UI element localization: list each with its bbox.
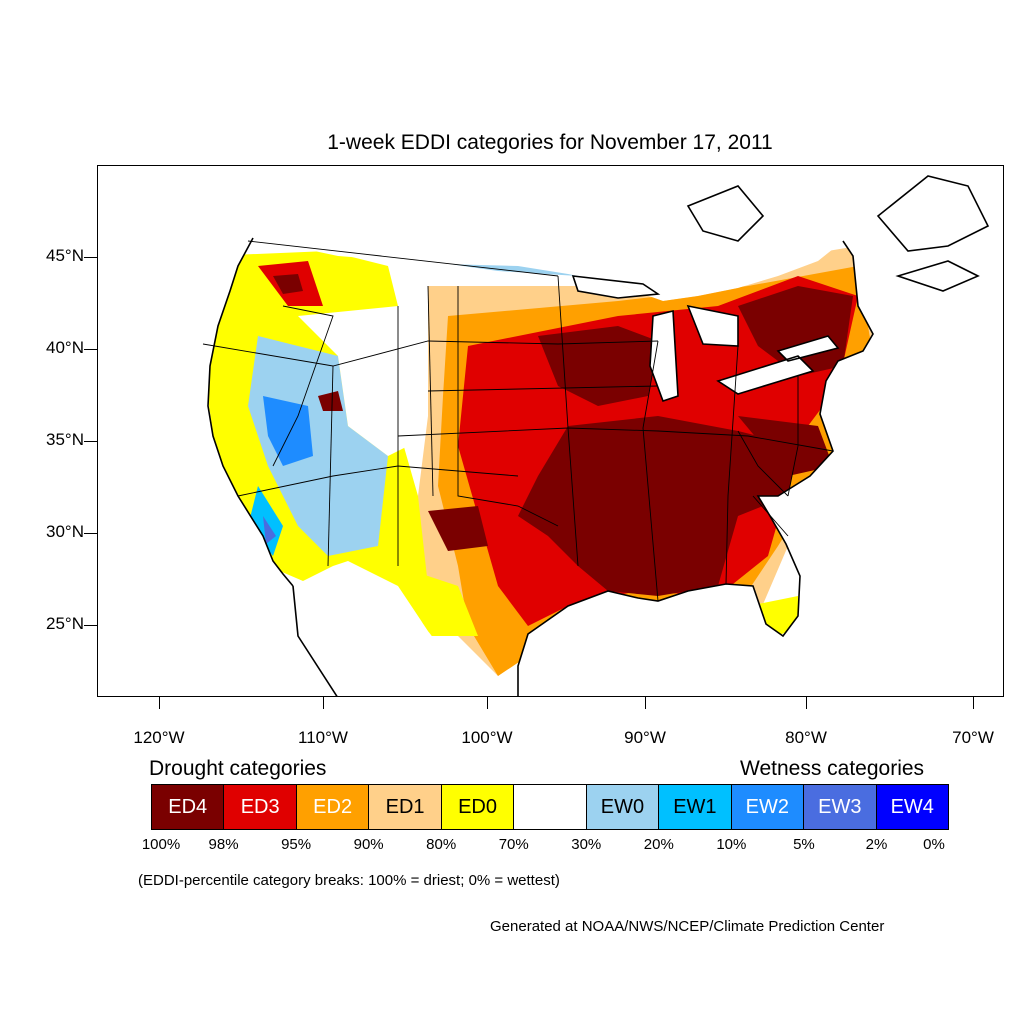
lat-label-40: 40°N [46,338,84,357]
mexico-land [273,561,482,696]
category-note: (EDDI-percentile category breaks: 100% =… [138,872,560,889]
percentile-break: 2% [865,836,888,853]
lat-tick-30 [84,533,97,534]
map-canvas [202,175,990,696]
legend-box-ed2: ED2 [296,785,370,829]
percentile-break: 0% [923,836,945,853]
lon-tick-100 [487,697,488,709]
legend-box-neutral [514,785,587,829]
lon-label-70: 70°W [952,728,994,747]
percentile-break: 5% [793,836,815,853]
lat-label-30: 30°N [46,522,84,541]
lat-tick-35 [84,441,97,442]
percentile-break: 90% [353,836,384,853]
category-legend: ED4 ED3 ED2 ED1 ED0 EW0 EW1 EW2 EW3 EW4 [151,784,949,830]
percentile-break: 30% [571,836,602,853]
lon-label-100: 100°W [461,728,513,747]
percentile-break: 98% [208,836,239,853]
legend-box-ew4: EW4 [876,785,948,829]
eddi-map [97,165,1004,697]
percentile-break: 80% [426,836,457,853]
lat-label-35: 35°N [46,430,84,449]
lon-label-120: 120°W [133,728,185,747]
percentile-break: 95% [281,836,312,853]
state-boundaries [202,240,834,602]
lon-label-80: 80°W [785,728,827,747]
percentile-break: 70% [498,836,529,853]
legend-box-ew3: EW3 [804,785,877,829]
lon-tick-110 [323,697,324,709]
lat-tick-40 [84,349,97,350]
lon-label-90: 90°W [624,728,666,747]
lon-label-110: 110°W [298,728,348,747]
legend-box-ed1: ED1 [369,785,442,829]
lon-tick-120 [159,697,160,709]
lat-label-45: 45°N [46,246,84,265]
legend-box-ew2: EW2 [731,785,805,829]
credit-line: Generated at NOAA/NWS/NCEP/Climate Predi… [490,918,885,935]
wetness-categories-heading: Wetness categories [740,757,925,780]
drought-categories-heading: Drought categories [149,757,327,780]
legend-box-ew0: EW0 [586,785,660,829]
map-title: 1-week EDDI categories for November 17, … [327,131,773,154]
legend-box-ed3: ED3 [224,785,297,829]
lat-label-25: 25°N [46,614,84,633]
lon-tick-70 [973,697,974,709]
lat-tick-25 [84,625,97,626]
lon-tick-90 [645,697,646,709]
lon-tick-80 [806,697,807,709]
percentile-break: 20% [643,836,674,853]
percentile-break: 10% [716,836,747,853]
legend-box-ew1: EW1 [659,785,732,829]
lat-tick-45 [84,257,97,258]
legend-box-ed0: ED0 [441,785,515,829]
legend-box-ed4: ED4 [152,785,225,829]
percentile-break: 100% [141,836,181,853]
